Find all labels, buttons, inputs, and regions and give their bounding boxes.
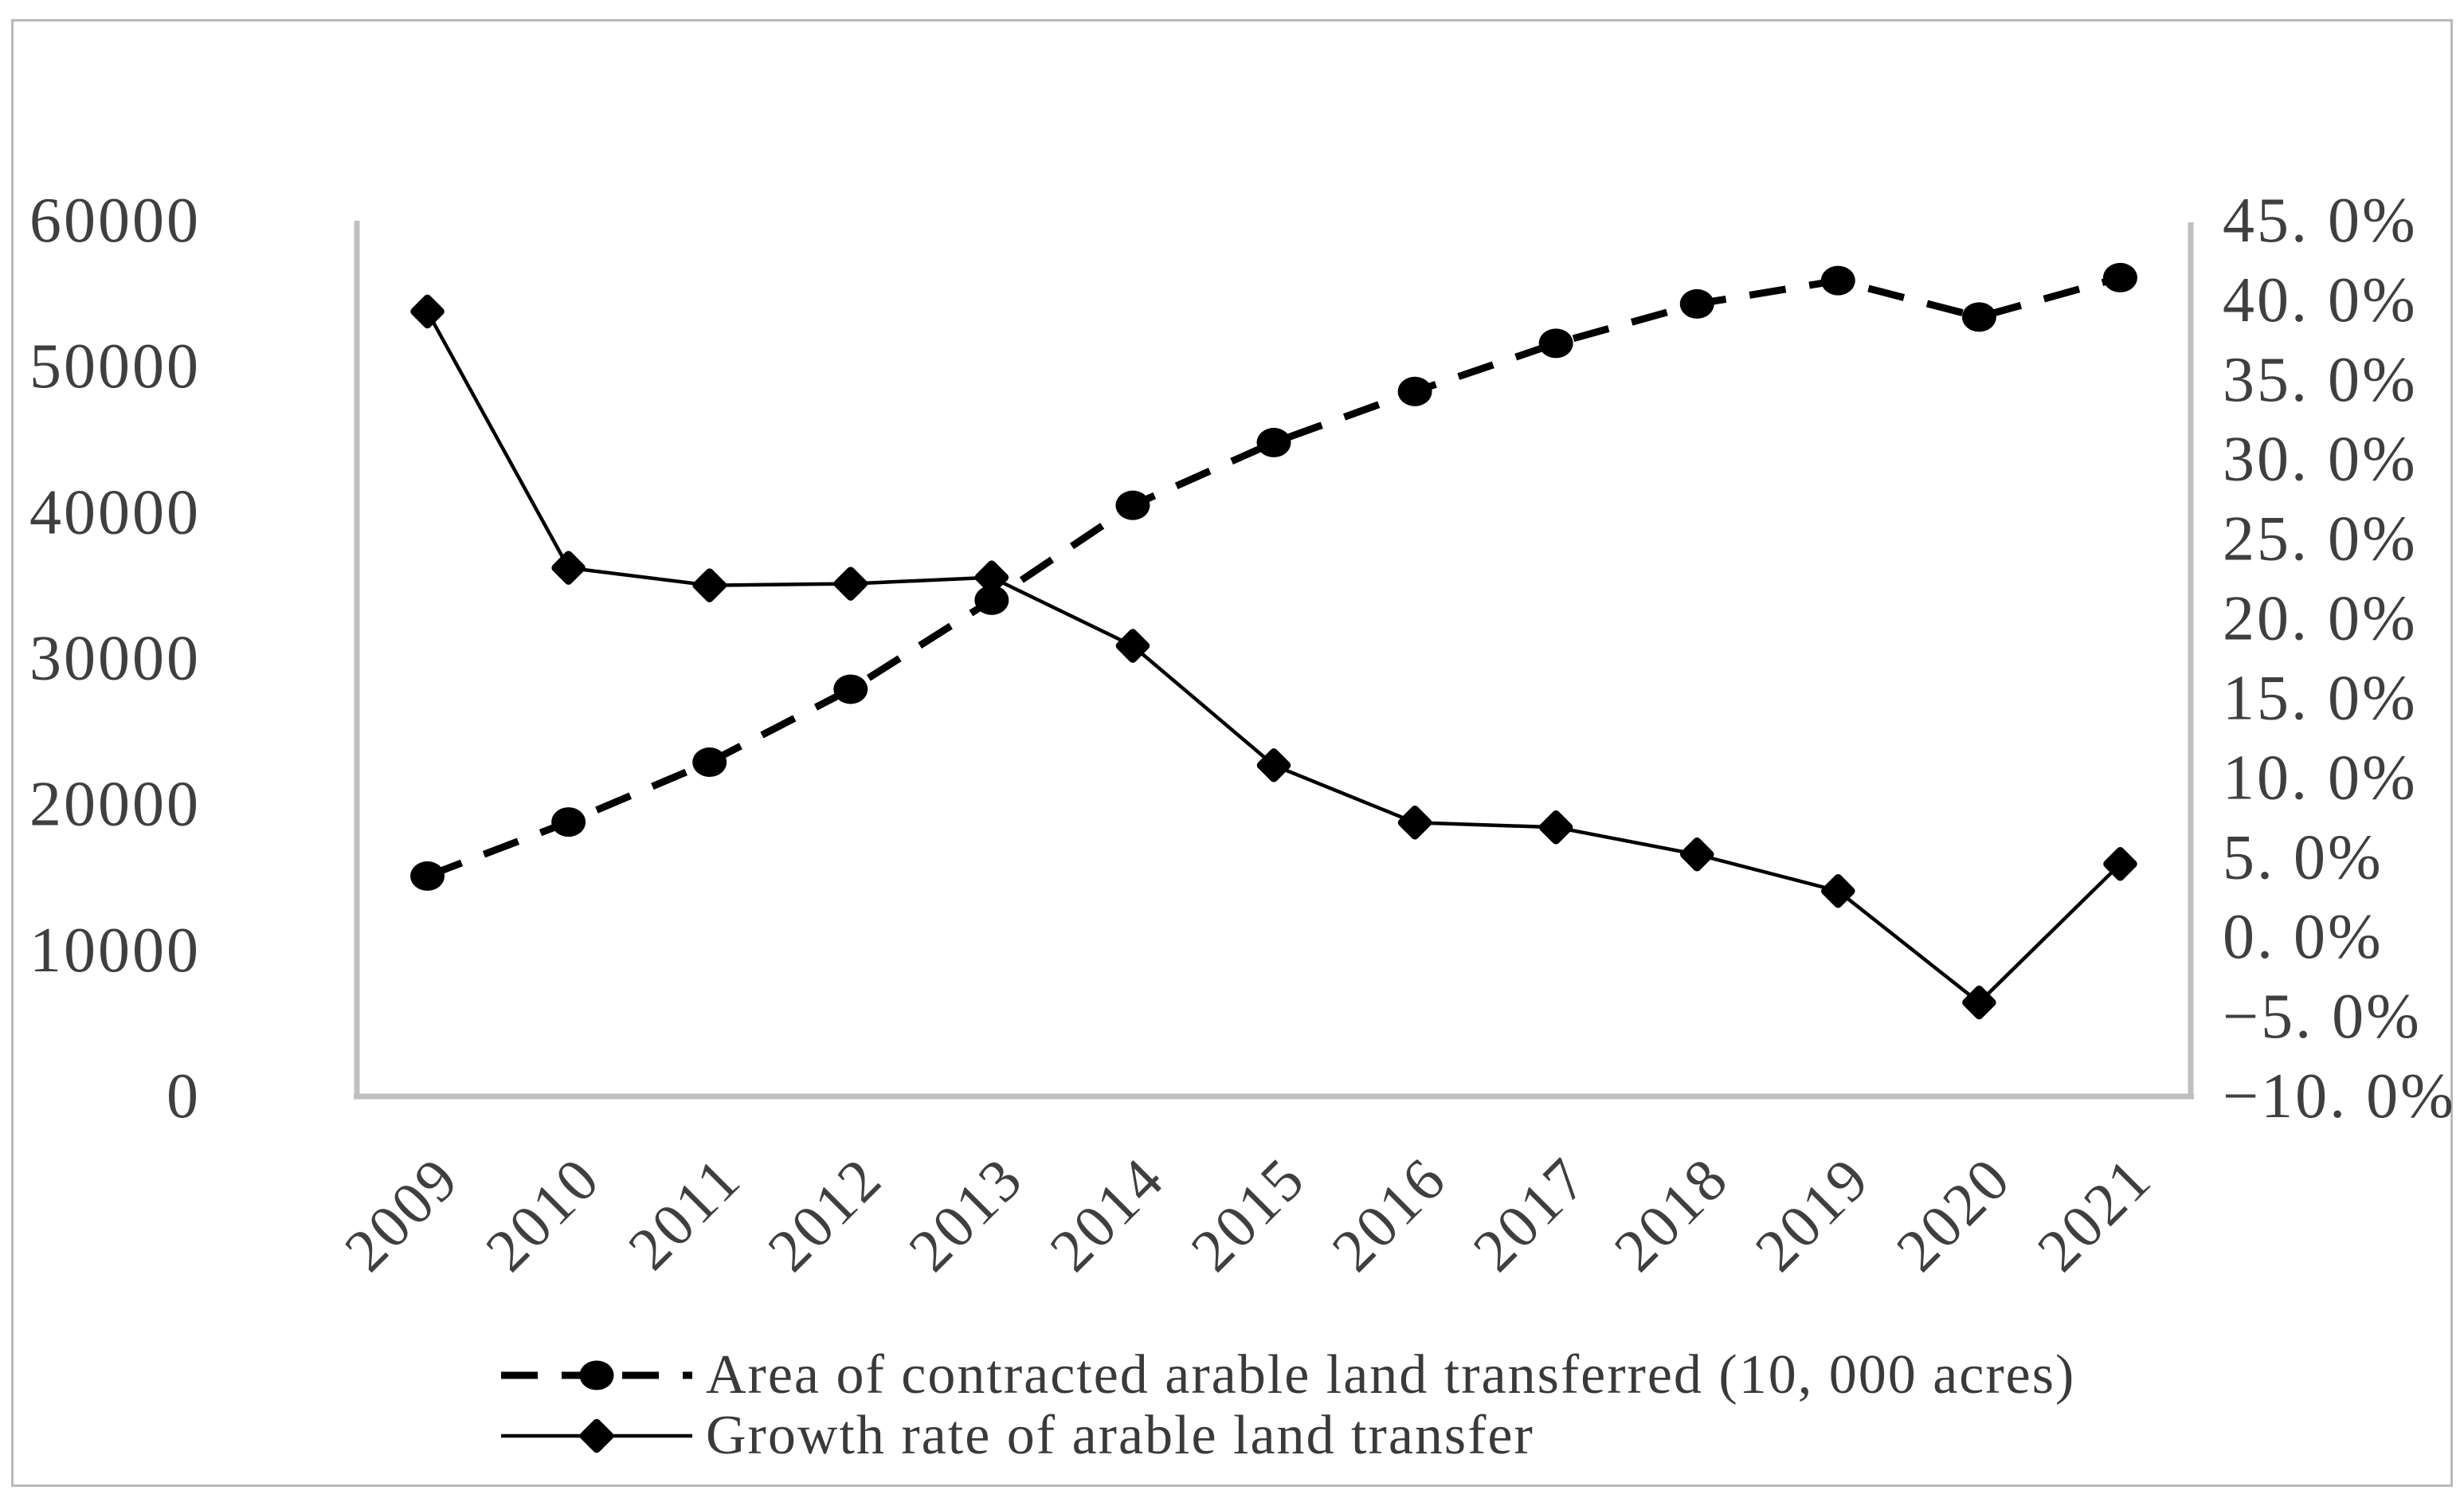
legend-item-area: Area of contracted arable land transferr… [497, 1344, 2076, 1406]
growth-data-point [1679, 837, 1714, 872]
left-axis-tick-label: 40000 [29, 477, 201, 547]
right-axis-tick-label: 25. 0% [2223, 504, 2418, 575]
x-axis-year-label: 2018 [1602, 1144, 1741, 1284]
area-data-point [1820, 265, 1855, 296]
left-axis-tick-label: 60000 [29, 186, 201, 256]
right-axis-tick-label: −10. 0% [2223, 1061, 2456, 1131]
growth-data-point [410, 294, 445, 329]
x-axis-year-label: 2015 [1178, 1144, 1318, 1284]
left-axis-tick-label: 0 [166, 1061, 201, 1131]
area-data-point [1679, 288, 1714, 319]
x-axis-year-label: 2019 [1743, 1144, 1882, 1284]
x-axis-year-label: 2016 [1319, 1144, 1459, 1284]
x-axis-year-label: 2010 [473, 1144, 613, 1284]
growth-data-point [1256, 748, 1291, 782]
growth-data-point [1115, 629, 1150, 663]
growth-data-point [974, 560, 1009, 594]
x-axis-year-label: 2017 [1460, 1144, 1600, 1284]
right-axis-tick-label: 35. 0% [2223, 345, 2418, 415]
legend: Area of contracted arable land transferr… [497, 1344, 2076, 1466]
area-data-point [1538, 328, 1573, 359]
growth-data-point [1821, 873, 1855, 908]
right-axis-tick-label: 20. 0% [2223, 584, 2418, 654]
area-data-point [410, 861, 445, 891]
area-data-point [833, 674, 868, 704]
left-axis-tick-label: 50000 [29, 331, 201, 402]
x-axis-year-label: 2014 [1037, 1144, 1177, 1284]
right-axis-tick-label: −5. 0% [2223, 982, 2422, 1052]
growth-data-point [1962, 985, 1996, 1020]
growth-data-point [1538, 810, 1573, 845]
x-axis-year-label: 2011 [616, 1144, 754, 1282]
growth-data-point [692, 568, 727, 602]
area-data-point [1961, 302, 1996, 332]
area-data-point [1256, 427, 1291, 457]
diamond-marker-icon [579, 1418, 614, 1453]
x-axis-year-label: 2013 [896, 1144, 1036, 1284]
left-axis-tick-label: 30000 [29, 624, 201, 694]
area-data-point [692, 747, 727, 778]
x-axis-year-label: 2020 [1884, 1144, 2023, 1284]
area-data-point [2102, 262, 2137, 292]
legend-item-growth: Growth rate of arable land transfer [497, 1405, 2075, 1466]
area-series-sample [501, 1360, 692, 1390]
growth-data-point [2103, 847, 2137, 881]
x-axis-year-label: 2012 [755, 1144, 895, 1284]
area-series-line [425, 274, 2121, 880]
area-data-point [551, 807, 586, 837]
x-axis-year-label: 2009 [332, 1144, 472, 1284]
right-axis-tick-label: 0. 0% [2223, 902, 2384, 972]
circle-marker-icon [579, 1360, 614, 1390]
figure-border [11, 19, 2453, 1487]
growth-data-point [551, 551, 586, 585]
area-data-point [974, 585, 1009, 615]
legend-label-growth: Growth rate of arable land transfer [706, 1405, 1534, 1466]
growth-data-point [833, 567, 868, 601]
left-axis-tick-label: 10000 [29, 916, 201, 986]
right-axis-tick-label: 5. 0% [2223, 822, 2384, 892]
growth-data-point [1397, 806, 1432, 840]
growth-series-sample [501, 1418, 692, 1453]
right-axis-tick-label: 30. 0% [2223, 425, 2418, 495]
area-data-point [1115, 490, 1150, 520]
right-axis-tick-label: 45. 0% [2223, 186, 2418, 256]
left-axis-tick-label: 20000 [29, 770, 201, 840]
x-axis-year-label: 2021 [2025, 1144, 2164, 1284]
right-axis-tick-label: 40. 0% [2223, 265, 2418, 335]
legend-label-area: Area of contracted arable land transferr… [706, 1344, 2076, 1406]
area-data-point [1397, 376, 1432, 406]
right-axis-tick-label: 10. 0% [2223, 743, 2418, 813]
right-axis-tick-label: 15. 0% [2223, 663, 2418, 733]
growth-series-line [425, 310, 2122, 1006]
